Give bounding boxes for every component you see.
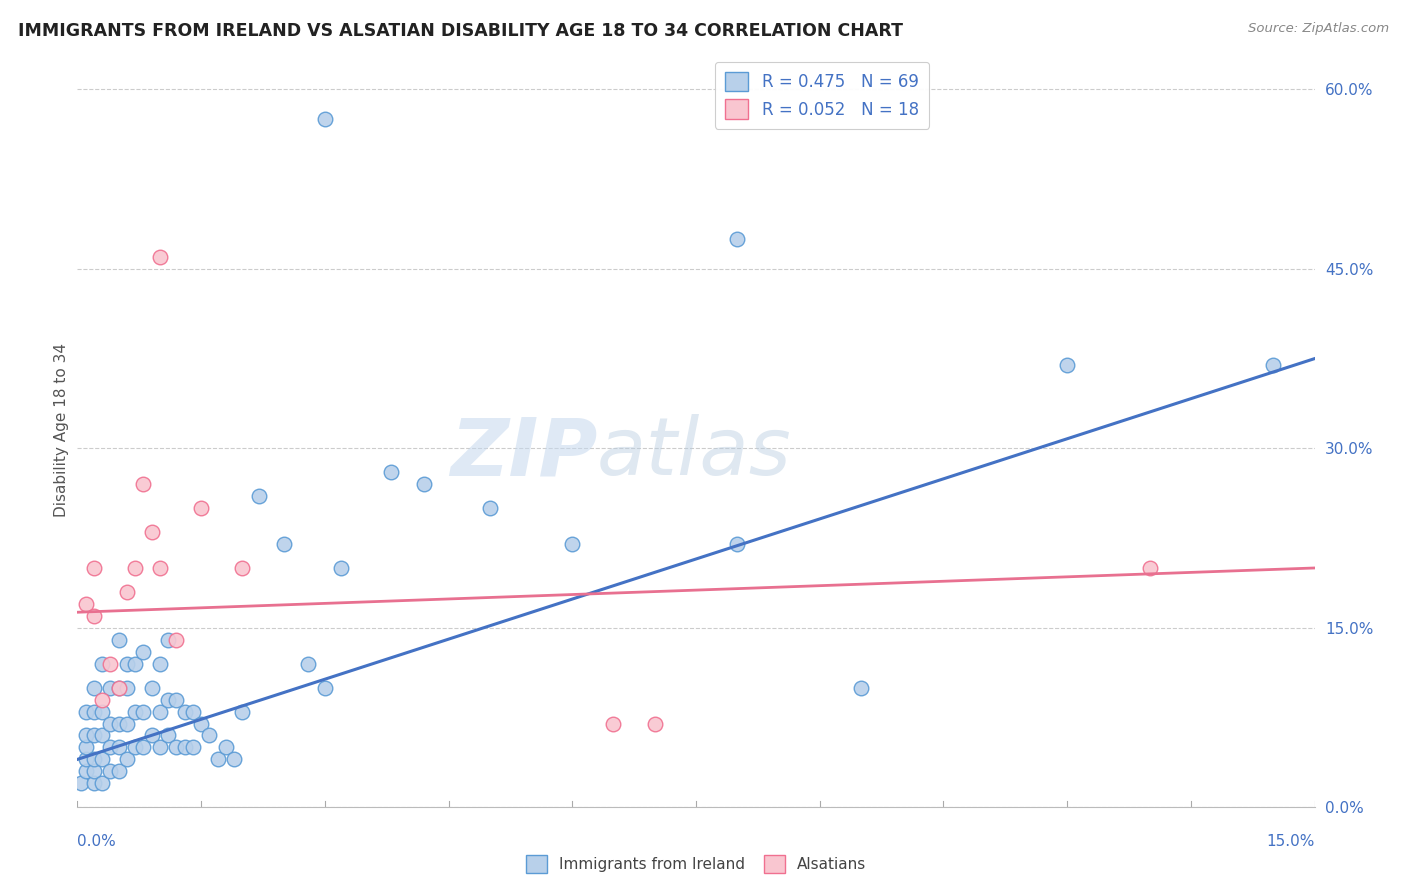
Point xyxy=(124,705,146,719)
Point xyxy=(98,716,121,731)
Text: ZIP: ZIP xyxy=(450,414,598,492)
Point xyxy=(380,465,402,479)
Text: Source: ZipAtlas.com: Source: ZipAtlas.com xyxy=(1249,22,1389,36)
Point xyxy=(98,764,121,779)
Point xyxy=(157,632,180,647)
Point xyxy=(83,561,105,575)
Point xyxy=(231,561,253,575)
Text: 15.0%: 15.0% xyxy=(1267,834,1315,849)
Point xyxy=(91,692,114,706)
Point xyxy=(83,681,105,695)
Point xyxy=(165,692,187,706)
Point xyxy=(141,729,163,743)
Point xyxy=(91,752,114,766)
Point xyxy=(173,705,195,719)
Point xyxy=(98,681,121,695)
Point xyxy=(132,705,155,719)
Point xyxy=(247,489,270,503)
Point xyxy=(412,477,434,491)
Point xyxy=(107,632,129,647)
Point xyxy=(115,585,138,599)
Point xyxy=(1139,561,1161,575)
Point xyxy=(149,705,172,719)
Point xyxy=(725,232,748,246)
Text: IMMIGRANTS FROM IRELAND VS ALSATIAN DISABILITY AGE 18 TO 34 CORRELATION CHART: IMMIGRANTS FROM IRELAND VS ALSATIAN DISA… xyxy=(18,22,903,40)
Point xyxy=(478,501,501,516)
Text: 0.0%: 0.0% xyxy=(77,834,117,849)
Point xyxy=(75,752,97,766)
Point xyxy=(83,764,105,779)
Point xyxy=(91,657,114,671)
Point xyxy=(75,740,97,755)
Point xyxy=(190,501,212,516)
Point xyxy=(231,705,253,719)
Y-axis label: Disability Age 18 to 34: Disability Age 18 to 34 xyxy=(53,343,69,517)
Point xyxy=(198,729,221,743)
Point xyxy=(1263,358,1285,372)
Point xyxy=(83,608,105,623)
Point xyxy=(273,537,295,551)
Point xyxy=(190,716,212,731)
Point xyxy=(70,776,93,790)
Point xyxy=(561,537,583,551)
Point xyxy=(75,705,97,719)
Point xyxy=(314,112,336,127)
Point xyxy=(132,740,155,755)
Point xyxy=(149,250,172,264)
Point xyxy=(132,645,155,659)
Legend: Immigrants from Ireland, Alsatians: Immigrants from Ireland, Alsatians xyxy=(519,849,873,879)
Point xyxy=(75,597,97,611)
Point xyxy=(91,776,114,790)
Point xyxy=(107,740,129,755)
Point xyxy=(173,740,195,755)
Point xyxy=(115,681,138,695)
Point xyxy=(181,705,204,719)
Point xyxy=(132,477,155,491)
Point xyxy=(83,776,105,790)
Point xyxy=(83,752,105,766)
Point xyxy=(83,705,105,719)
Point xyxy=(75,764,97,779)
Point xyxy=(149,657,172,671)
Point xyxy=(181,740,204,755)
Point xyxy=(124,740,146,755)
Point xyxy=(141,681,163,695)
Point xyxy=(107,681,129,695)
Point xyxy=(725,537,748,551)
Point xyxy=(149,561,172,575)
Point xyxy=(165,740,187,755)
Point xyxy=(297,657,319,671)
Point xyxy=(157,729,180,743)
Point xyxy=(849,681,872,695)
Point xyxy=(98,657,121,671)
Point xyxy=(644,716,666,731)
Point xyxy=(149,740,172,755)
Point xyxy=(157,692,180,706)
Point xyxy=(91,705,114,719)
Point xyxy=(215,740,238,755)
Point xyxy=(124,657,146,671)
Point xyxy=(1056,358,1078,372)
Point xyxy=(98,740,121,755)
Point xyxy=(207,752,229,766)
Point xyxy=(75,729,97,743)
Point xyxy=(107,681,129,695)
Point xyxy=(124,561,146,575)
Point xyxy=(222,752,245,766)
Point xyxy=(91,729,114,743)
Text: atlas: atlas xyxy=(598,414,792,492)
Point xyxy=(115,657,138,671)
Point xyxy=(165,632,187,647)
Point xyxy=(330,561,353,575)
Point xyxy=(107,716,129,731)
Point xyxy=(602,716,624,731)
Point xyxy=(141,525,163,540)
Point xyxy=(83,729,105,743)
Point xyxy=(314,681,336,695)
Point xyxy=(115,716,138,731)
Point xyxy=(115,752,138,766)
Point xyxy=(107,764,129,779)
